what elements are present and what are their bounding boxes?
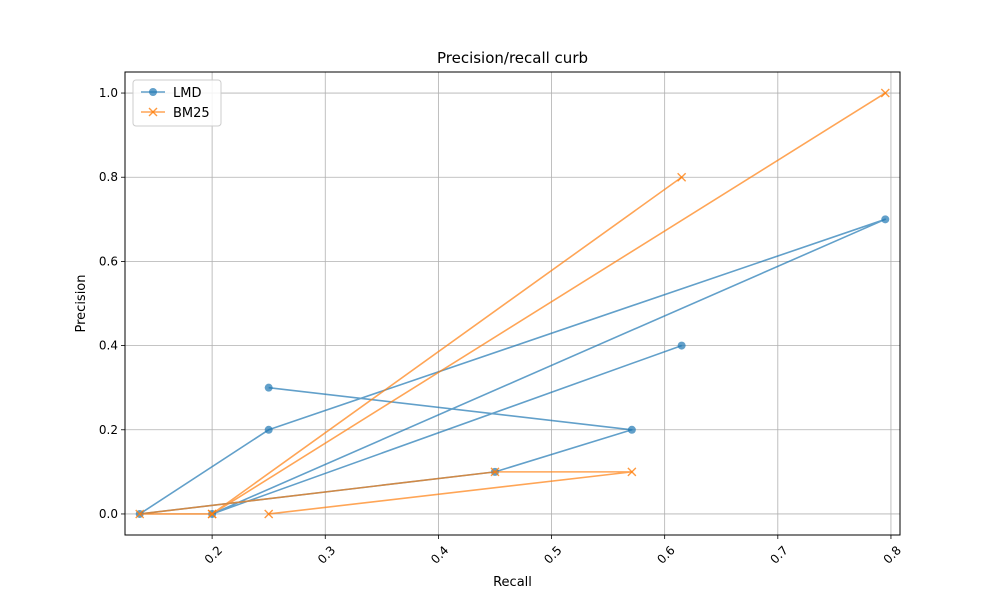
legend-label-bm25: BM25 xyxy=(173,106,210,121)
data-point-bm25 xyxy=(627,467,637,477)
grid-layer xyxy=(125,72,900,535)
chart-title: Precision/recall curb xyxy=(437,49,588,67)
y-tick-label: 0.2 xyxy=(99,423,118,437)
legend-marker-lmd xyxy=(149,88,157,96)
y-tick-label: 1.0 xyxy=(99,86,118,100)
x-tick-label: 0.7 xyxy=(767,543,790,566)
data-point-bm25 xyxy=(207,509,217,519)
data-point-bm25 xyxy=(264,509,274,519)
data-point-lmd xyxy=(881,215,890,224)
x-marker-stroke xyxy=(207,509,217,519)
x-marker-stroke xyxy=(148,107,158,117)
y-tick-label: 0.8 xyxy=(99,170,118,184)
x-tick-label: 0.5 xyxy=(541,543,564,566)
x-tick-label: 0.8 xyxy=(881,543,904,566)
x-tick-label: 0.3 xyxy=(315,543,338,566)
x-marker-stroke xyxy=(264,509,274,519)
x-marker-stroke xyxy=(677,172,687,182)
ticks-layer: 0.2 0.3 0.4 0.5 0.6 0.7 0.8 0.0 0.2 0.4 0.6 0.8 1.0 xyxy=(99,86,904,567)
y-axis-label: Precision xyxy=(74,274,89,332)
series-layer xyxy=(135,88,890,519)
plot-frame xyxy=(124,71,901,536)
data-point-lmd xyxy=(677,341,686,350)
x-marker-stroke xyxy=(880,88,890,98)
data-point-bm25 xyxy=(880,88,890,98)
x-marker-stroke xyxy=(490,467,500,477)
x-marker-stroke xyxy=(135,509,145,519)
legend-label-lmd: LMD xyxy=(173,86,201,101)
data-point-lmd xyxy=(264,425,273,434)
x-tick-label: 0.6 xyxy=(654,543,677,566)
y-tick-label: 0.4 xyxy=(99,339,118,353)
data-point-bm25 xyxy=(135,509,145,519)
legend-marker-bm25 xyxy=(148,107,158,117)
data-point-lmd xyxy=(627,425,636,434)
x-tick-label: 0.4 xyxy=(428,543,451,566)
legend: LMD BM25 xyxy=(132,79,222,127)
x-axis-label: Recall xyxy=(493,575,532,590)
y-tick-label: 0.0 xyxy=(99,507,118,521)
y-tick-label: 0.6 xyxy=(99,254,118,268)
data-point-lmd xyxy=(264,383,273,392)
series-line-bm25 xyxy=(138,92,887,515)
x-tick-label: 0.2 xyxy=(202,543,225,566)
x-marker-stroke xyxy=(627,467,637,477)
data-point-bm25 xyxy=(490,467,500,477)
data-point-bm25 xyxy=(677,172,687,182)
series-line-lmd xyxy=(138,218,887,515)
